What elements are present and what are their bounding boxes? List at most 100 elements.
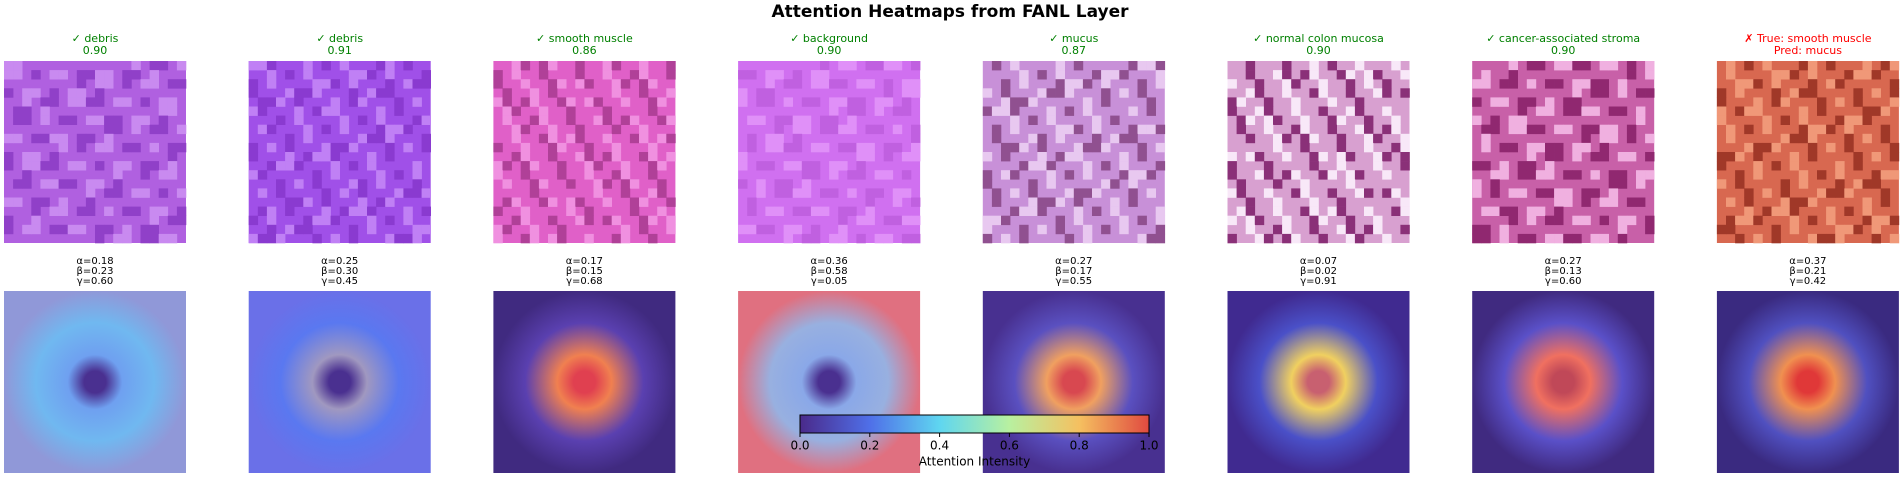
panel-title: ✓ background xyxy=(790,32,868,45)
tissue-pixel xyxy=(330,161,340,171)
tissue-pixel xyxy=(1119,133,1129,144)
tissue-pixel xyxy=(1554,124,1564,135)
panel-title: ✓ debris xyxy=(316,32,363,45)
attention-heatmap xyxy=(248,291,431,473)
tissue-pixel xyxy=(276,97,286,107)
tissue-pixel xyxy=(747,115,757,125)
tissue-pixel xyxy=(1055,124,1065,135)
tissue-pixel xyxy=(520,215,531,226)
tissue-pixel xyxy=(1762,124,1772,135)
tissue-pixel xyxy=(991,197,1002,207)
tissue-pixel xyxy=(1626,61,1637,71)
tissue-pixel xyxy=(1354,124,1365,135)
tissue-pixel xyxy=(1137,142,1147,153)
tissue-pixel xyxy=(1807,142,1818,153)
tissue-pixel xyxy=(1572,142,1582,153)
tissue-pixel xyxy=(1590,106,1600,116)
tissue-pixel xyxy=(820,70,830,80)
tissue-pixel xyxy=(1780,179,1790,189)
tissue-pixel xyxy=(1300,206,1310,216)
tissue-pixel xyxy=(883,88,894,98)
tissue-pixel xyxy=(403,61,413,71)
tissue-pixel xyxy=(266,161,277,171)
tissue-pixel xyxy=(113,161,123,171)
tissue-pixel xyxy=(1282,152,1292,162)
tissue-pixel xyxy=(611,88,622,98)
tissue-pixel xyxy=(40,97,50,107)
tissue-pixel xyxy=(820,142,830,153)
tissue-pixel xyxy=(1318,79,1328,89)
tissue-pixel xyxy=(1263,106,1274,116)
tissue-pixel xyxy=(85,70,96,80)
tissue-pixel xyxy=(901,97,912,107)
tissue-pixel xyxy=(67,179,78,189)
tissue-pixel xyxy=(883,233,894,244)
tissue-pixel xyxy=(1037,88,1047,98)
tissue-pixel xyxy=(810,70,821,80)
tissue-pixel xyxy=(1119,88,1129,98)
tissue-pixel xyxy=(104,124,114,135)
tissue-pixel xyxy=(856,170,866,180)
tissue-pixel xyxy=(883,79,894,89)
tissue-pixel xyxy=(801,233,812,244)
tissue-pixel xyxy=(1354,170,1365,180)
tissue-pixel xyxy=(657,161,667,171)
tissue-pixel xyxy=(847,97,857,107)
tissue-pixel xyxy=(856,79,866,89)
tissue-pixel xyxy=(1291,124,1301,135)
tissue-pixel xyxy=(538,197,549,207)
tissue-pixel xyxy=(1282,88,1292,98)
tissue-pixel xyxy=(1590,152,1600,162)
tissue-pixel xyxy=(248,142,259,153)
tissue-pixel xyxy=(1327,124,1337,135)
tissue-pixel xyxy=(1064,88,1075,98)
tissue-pixel xyxy=(1636,170,1646,180)
tissue-pixel xyxy=(639,224,649,235)
tissue-pixel xyxy=(620,179,631,189)
tissue-pixel xyxy=(1273,197,1283,207)
tissue-pixel xyxy=(1318,215,1328,226)
tissue-pixel xyxy=(1862,106,1872,116)
tissue-pixel xyxy=(810,233,821,244)
tissue-pixel xyxy=(1889,152,1900,162)
tissue-pixel xyxy=(1082,79,1093,89)
tissue-pixel xyxy=(1263,124,1274,135)
tissue-pixel xyxy=(1535,61,1546,71)
tissue-pixel xyxy=(104,133,114,144)
param-label: β=0.15 xyxy=(566,266,603,277)
tissue-pixel xyxy=(1807,79,1818,89)
tissue-pixel xyxy=(1291,170,1301,180)
tissue-pixel xyxy=(67,224,78,235)
tissue-pixel xyxy=(1490,115,1500,125)
tissue-pixel xyxy=(1535,124,1546,135)
tissue-pixel xyxy=(67,88,78,98)
tissue-pixel xyxy=(348,179,359,189)
tissue-pixel xyxy=(1554,206,1564,216)
tissue-pixel xyxy=(1345,215,1356,226)
tissue-pixel xyxy=(1046,170,1056,180)
tissue-pixel xyxy=(1064,152,1075,162)
param-label: α=0.27 xyxy=(1545,256,1582,267)
tissue-pixel xyxy=(1535,188,1546,198)
tissue-pixel xyxy=(838,215,848,226)
tissue-pixel xyxy=(394,170,404,180)
tissue-pixel xyxy=(648,152,658,162)
tissue-pixel xyxy=(1753,97,1763,107)
tissue-pixel xyxy=(1807,133,1818,144)
tissue-pixel xyxy=(1001,88,1011,98)
tissue-pixel xyxy=(1590,233,1600,244)
tissue-pixel xyxy=(49,88,59,98)
tissue-pixel xyxy=(1227,215,1237,226)
tissue-pixel xyxy=(493,161,503,171)
tissue-pixel xyxy=(575,61,585,71)
tissue-pixel xyxy=(412,170,422,180)
tissue-pixel xyxy=(774,124,784,135)
param-label: α=0.18 xyxy=(76,256,113,267)
tissue-pixel xyxy=(648,233,658,244)
tissue-pixel xyxy=(412,233,422,244)
tissue-pixel xyxy=(810,170,821,180)
tissue-pixel xyxy=(1110,133,1120,144)
tissue-pixel xyxy=(1309,206,1319,216)
tissue-pixel xyxy=(1517,97,1528,107)
tissue-pixel xyxy=(339,206,350,216)
